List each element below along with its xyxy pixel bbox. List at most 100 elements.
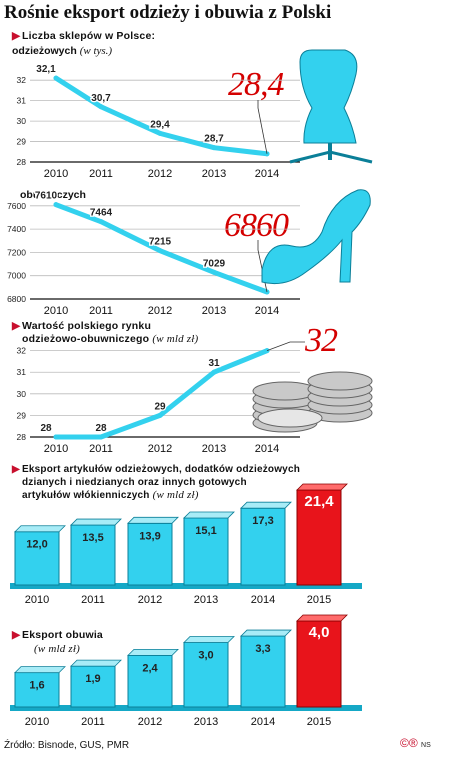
data-point-2-3 bbox=[211, 369, 217, 375]
bar-category-label-3-3: 2013 bbox=[194, 594, 218, 606]
section-market-unit: (w mld zł) bbox=[152, 333, 199, 345]
callout-leader-2 bbox=[266, 341, 305, 352]
data-point-1-0 bbox=[53, 202, 59, 208]
series-line-1 bbox=[53, 202, 270, 295]
section-stores-label: Liczba sklepów w Polsce: bbox=[22, 30, 156, 42]
bar-top-3-2 bbox=[127, 516, 179, 524]
section-stores-heading: ▶ Liczba sklepów w Polsce: bbox=[12, 30, 156, 42]
bar-value-label-3-3: 15,1 bbox=[195, 525, 216, 537]
data-point-0-1 bbox=[98, 104, 104, 110]
bar-value-label-4-1: 1,9 bbox=[85, 673, 100, 685]
bar-4-2 bbox=[127, 654, 173, 708]
section-market-heading: ▶ Wartość polskiego rynku odzieżowo-obuwni… bbox=[12, 320, 199, 345]
y-tick-label-2-4: 28 bbox=[17, 432, 27, 442]
bar-category-label-3-4: 2014 bbox=[251, 594, 275, 606]
y-tick-label-1-2: 7200 bbox=[7, 247, 26, 257]
clothing-stores-label: odzieżowych bbox=[12, 45, 77, 57]
callout-leader-0 bbox=[257, 100, 268, 154]
shoe-stores-highlight: 6860 bbox=[224, 207, 289, 244]
bar-category-label-4-0: 2010 bbox=[25, 716, 49, 728]
data-label-2-0: 28 bbox=[40, 423, 52, 434]
baseline-4 bbox=[10, 705, 362, 711]
section-market-label-1: Wartość polskiego rynku bbox=[22, 320, 152, 332]
bar-value-label-4-4: 3,3 bbox=[255, 643, 270, 655]
x-tick-label-2-0: 2010 bbox=[44, 443, 68, 455]
bar-category-label-3-5: 2015 bbox=[307, 594, 331, 606]
bar-4-3 bbox=[183, 642, 229, 708]
bar-value-label-4-0: 1,6 bbox=[29, 680, 44, 692]
bar-top-3-5 bbox=[296, 483, 348, 491]
data-label-1-2: 7215 bbox=[149, 237, 172, 248]
mannequin-base bbox=[289, 150, 373, 164]
y-tick-label-0-0: 32 bbox=[17, 75, 27, 85]
section-export-heading: ▶ Eksport artykułów odzieżowych, dodatków… bbox=[12, 464, 301, 501]
bar-top-4-4 bbox=[240, 629, 292, 637]
data-label-0-1: 30,7 bbox=[91, 93, 111, 104]
bar-top-4-0 bbox=[14, 666, 66, 673]
x-tick-label-0-3: 2013 bbox=[202, 168, 226, 180]
data-label-0-3: 28,7 bbox=[204, 134, 224, 145]
data-point-0-2 bbox=[157, 130, 163, 136]
bar-4-0 bbox=[14, 672, 60, 708]
section-shoes-heading: ▶ Eksport obuwia (w mld zł) bbox=[12, 629, 103, 655]
publisher-logo: ©® NS bbox=[400, 736, 431, 750]
bar-value-label-3-2: 13,9 bbox=[139, 530, 160, 542]
bar-top-4-3 bbox=[183, 636, 235, 643]
bar-value-label-3-0: 12,0 bbox=[26, 539, 47, 551]
x-tick-label-2-4: 2014 bbox=[255, 443, 279, 455]
section-export-unit: (w mld zł) bbox=[152, 489, 199, 501]
y-tick-label-1-0: 7600 bbox=[7, 201, 26, 211]
y-tick-label-0-2: 30 bbox=[17, 116, 27, 126]
data-label-2-2: 29 bbox=[154, 401, 166, 412]
data-label-0-0: 32,1 bbox=[36, 64, 56, 75]
data-point-1-3 bbox=[211, 269, 217, 275]
bar-category-label-3-0: 2010 bbox=[25, 594, 49, 606]
data-label-0-2: 29,4 bbox=[150, 119, 170, 130]
baseline-3 bbox=[10, 583, 362, 589]
x-tick-label-1-4: 2014 bbox=[255, 305, 279, 317]
data-point-1-2 bbox=[157, 248, 163, 254]
bar-value-label-3-4: 17,3 bbox=[252, 515, 273, 527]
market-highlight: 32 bbox=[305, 322, 338, 359]
bar-top-3-0 bbox=[14, 525, 66, 533]
clothing-stores-highlight: 28,4 bbox=[228, 66, 284, 103]
y-tick-label-0-3: 29 bbox=[17, 137, 27, 147]
shoe-stores-label: obuwniczych bbox=[20, 189, 86, 201]
section-export-label-3: artykułów włókienniczych bbox=[22, 490, 150, 501]
bar-top-3-1 bbox=[70, 518, 122, 526]
bar-value-label-4-3: 3,0 bbox=[198, 650, 213, 662]
bar-value-label-3-1: 13,5 bbox=[82, 532, 103, 544]
bar-3-0 bbox=[14, 531, 60, 586]
section-export-label-1: Eksport artykułów odzieżowych, dodatków … bbox=[22, 464, 301, 475]
y-tick-label-2-3: 29 bbox=[17, 410, 27, 420]
source-note: Źródło: Bisnode, GUS, PMR bbox=[4, 740, 130, 751]
coin-1-4 bbox=[307, 371, 373, 391]
y-tick-label-2-0: 32 bbox=[17, 346, 27, 356]
section-export-label-2: dzianych i niedzianych oraz innych gotow… bbox=[22, 477, 247, 488]
y-tick-label-1-4: 6800 bbox=[7, 294, 26, 304]
bar-category-label-4-4: 2014 bbox=[251, 716, 275, 728]
bar-category-label-4-3: 2013 bbox=[194, 716, 218, 728]
coin-0-4 bbox=[252, 381, 318, 401]
high-heel-icon bbox=[261, 189, 371, 285]
data-point-2-2 bbox=[157, 412, 163, 418]
data-point-2-1 bbox=[98, 434, 104, 440]
bar-category-label-4-1: 2011 bbox=[81, 716, 105, 728]
bar-top-3-4 bbox=[240, 501, 292, 509]
y-tick-label-0-1: 31 bbox=[17, 96, 27, 106]
clothing-stores-heading: odzieżowych (w tys.) bbox=[12, 45, 112, 57]
section-market-label-2: odzieżowo-obuwniczego bbox=[22, 333, 150, 345]
chart-title: Rośnie eksport odzieży i obuwia z Polski bbox=[4, 2, 332, 23]
x-tick-label-0-4: 2014 bbox=[255, 168, 279, 180]
data-label-2-3: 31 bbox=[208, 358, 220, 369]
publisher-logo-glyphs: ©® bbox=[400, 736, 418, 750]
x-tick-label-2-3: 2013 bbox=[202, 443, 226, 455]
bar-category-label-3-2: 2012 bbox=[138, 594, 162, 606]
series-line-0 bbox=[53, 75, 270, 157]
bar-3-3 bbox=[183, 517, 229, 586]
data-point-2-0 bbox=[53, 434, 59, 440]
data-point-1-1 bbox=[98, 219, 104, 225]
bar-top-4-2 bbox=[127, 649, 179, 656]
y-tick-label-2-2: 30 bbox=[17, 389, 27, 399]
